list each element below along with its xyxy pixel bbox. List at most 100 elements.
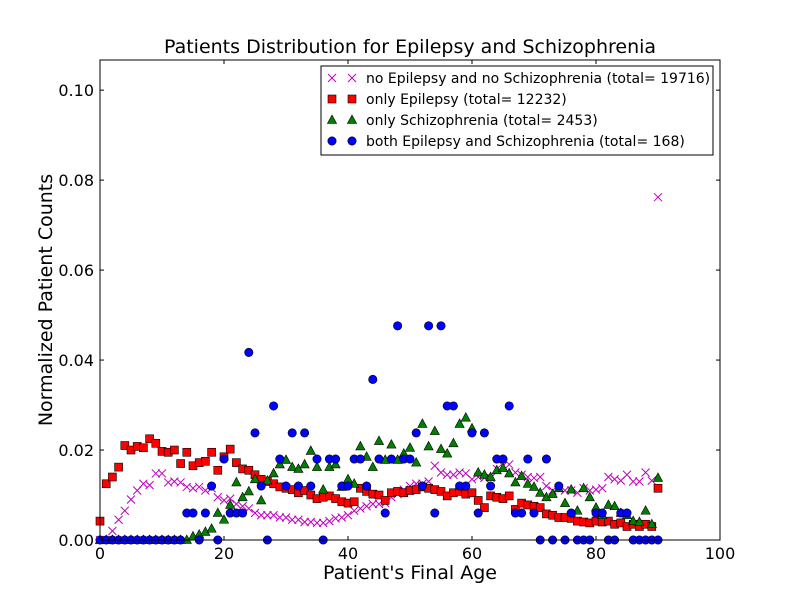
data-point	[566, 508, 576, 518]
data-point	[523, 454, 533, 464]
data-point	[641, 468, 650, 477]
data-point	[362, 501, 371, 511]
data-point	[355, 440, 366, 451]
data-point	[300, 486, 309, 495]
data-point	[578, 482, 589, 493]
data-point	[461, 481, 471, 491]
legend-marker	[327, 94, 337, 104]
data-point	[343, 481, 353, 491]
data-point	[206, 523, 217, 533]
data-point	[516, 470, 527, 480]
data-point	[200, 508, 210, 518]
legend-entry: no Epilepsy and no Schizophrenia (total=…	[327, 71, 710, 87]
data-point	[293, 481, 303, 491]
data-point	[467, 488, 477, 498]
data-point	[300, 517, 309, 527]
data-point	[176, 459, 185, 468]
legend-entry: only Schizophrenia (total= 2453)	[326, 113, 598, 129]
data-point	[640, 505, 651, 515]
data-point	[424, 321, 434, 331]
data-point	[486, 481, 496, 491]
y-tick-label: 0.04	[58, 351, 94, 370]
data-point	[528, 481, 540, 491]
data-point	[287, 461, 298, 471]
data-point	[250, 508, 260, 518]
data-point	[219, 454, 229, 464]
data-point	[325, 516, 334, 526]
data-point	[497, 462, 509, 472]
data-point	[442, 447, 453, 458]
data-point	[237, 491, 248, 502]
y-tick-label: 0.02	[58, 441, 94, 460]
data-point	[467, 474, 477, 484]
data-point	[225, 494, 235, 503]
data-point	[244, 347, 254, 357]
data-point	[504, 401, 514, 411]
data-point	[219, 496, 229, 505]
data-point	[151, 438, 161, 448]
x-tick-label: 60	[462, 544, 482, 563]
data-point	[480, 503, 489, 512]
data-point	[151, 469, 161, 478]
data-point	[337, 513, 347, 522]
data-point	[305, 445, 316, 455]
data-point	[504, 491, 514, 501]
data-point	[542, 481, 551, 491]
data-point	[311, 461, 323, 471]
data-point	[139, 443, 148, 453]
data-point	[404, 442, 416, 452]
legend-entries: no Epilepsy and no Schizophrenia (total=…	[326, 71, 710, 150]
plot-frame	[99, 59, 721, 541]
data-point	[201, 456, 210, 466]
data-point	[362, 481, 372, 491]
data-point	[393, 321, 403, 331]
data-point	[318, 483, 329, 494]
data-point	[386, 438, 397, 449]
data-point	[609, 500, 620, 511]
data-point	[312, 454, 322, 464]
data-point	[108, 526, 117, 536]
data-point	[225, 499, 236, 509]
data-point	[646, 518, 657, 529]
data-point	[473, 466, 484, 477]
data-point	[374, 454, 384, 464]
legend-box	[320, 65, 714, 156]
legend-label: only Epilepsy (total= 12232)	[366, 92, 567, 108]
data-point	[436, 321, 446, 331]
data-point	[529, 508, 539, 518]
data-point	[435, 443, 447, 453]
data-point	[467, 428, 477, 438]
y-tick-label: 0.06	[58, 261, 94, 280]
data-point	[554, 481, 564, 491]
data-point	[207, 481, 217, 491]
data-point	[405, 454, 415, 464]
data-point	[194, 482, 204, 492]
legend-marker	[347, 136, 357, 146]
data-point	[448, 437, 459, 448]
y-tick-label: 0.00	[58, 531, 94, 550]
data-point	[182, 447, 192, 457]
data-point	[108, 472, 117, 482]
data-point	[157, 469, 167, 478]
data-point	[535, 472, 545, 482]
data-point	[238, 508, 248, 518]
data-point	[218, 514, 230, 524]
data-point	[417, 481, 427, 491]
data-point	[522, 478, 533, 488]
data-point	[275, 513, 285, 522]
data-point	[238, 501, 247, 511]
x-tick-label: 0	[95, 544, 105, 563]
points-layer	[94, 192, 664, 545]
data-point	[318, 518, 328, 528]
data-point	[213, 492, 223, 502]
data-point	[635, 477, 644, 486]
legend-marker	[346, 114, 358, 124]
data-point	[473, 496, 483, 505]
x-tick-label: 40	[338, 544, 358, 563]
legend-marker	[326, 114, 338, 124]
data-point	[312, 518, 322, 528]
legend-label: no Epilepsy and no Schizophrenia (total=…	[366, 71, 710, 87]
data-point	[243, 485, 254, 496]
x-tick-label: 20	[214, 544, 234, 563]
